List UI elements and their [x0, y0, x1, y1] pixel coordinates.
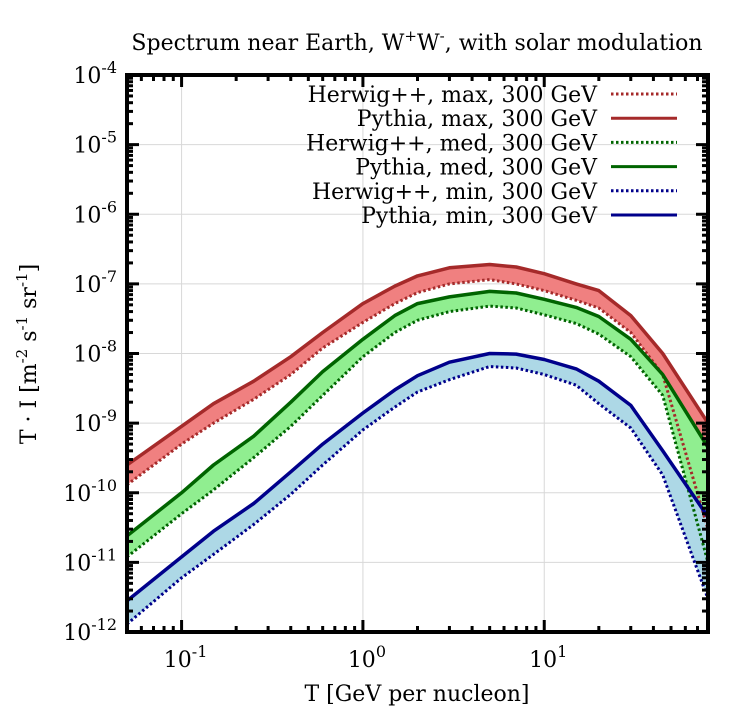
- y-tick-label: 10-4: [73, 58, 117, 89]
- legend-label: Pythia, min, 300 GeV: [361, 204, 598, 229]
- max-band: [127, 264, 708, 530]
- y-tick-label: 10-8: [73, 337, 117, 368]
- x-tick-label: 100: [348, 642, 386, 673]
- legend-label: Pythia, max, 300 GeV: [357, 107, 598, 132]
- series-line-0: [127, 278, 708, 530]
- x-axis-label: T [GeV per nucleon]: [304, 682, 529, 707]
- ticks: [125, 73, 710, 634]
- series-line-1: [127, 262, 708, 467]
- y-tick-label: 10-11: [63, 545, 117, 576]
- legend-label: Herwig++, max, 300 GeV: [308, 83, 598, 108]
- chart-title: Spectrum near Earth, W+W-, with solar mo…: [131, 27, 702, 56]
- y-tick-label: 10-12: [63, 615, 117, 646]
- y-tick-label: 10-5: [73, 128, 117, 159]
- x-tick-label: 101: [529, 642, 567, 673]
- y-tick-label: 10-10: [63, 476, 117, 507]
- y-tick-label: 10-9: [73, 406, 117, 437]
- x-tick-label: 10-1: [164, 642, 208, 673]
- y-tick-label: 10-7: [73, 267, 117, 298]
- legend-label: Pythia, med, 300 GeV: [355, 156, 598, 181]
- tick-labels: 10-1 100 101 10-12 10-11 10-10 10-9 10-8 10-7 10-…: [63, 58, 567, 673]
- series-line-5: [127, 351, 708, 603]
- bands: [127, 264, 708, 625]
- legend-label: Herwig++, min, 300 GeV: [312, 180, 598, 205]
- series-line-3: [127, 289, 708, 538]
- legend-label: Herwig++, med, 300 GeV: [306, 131, 598, 156]
- y-axis-label: T · I [m-2 s-1 sr-1]: [13, 264, 42, 444]
- series-line-2: [127, 304, 708, 563]
- series-lines: [127, 262, 708, 626]
- y-tick-label: 10-6: [73, 197, 117, 228]
